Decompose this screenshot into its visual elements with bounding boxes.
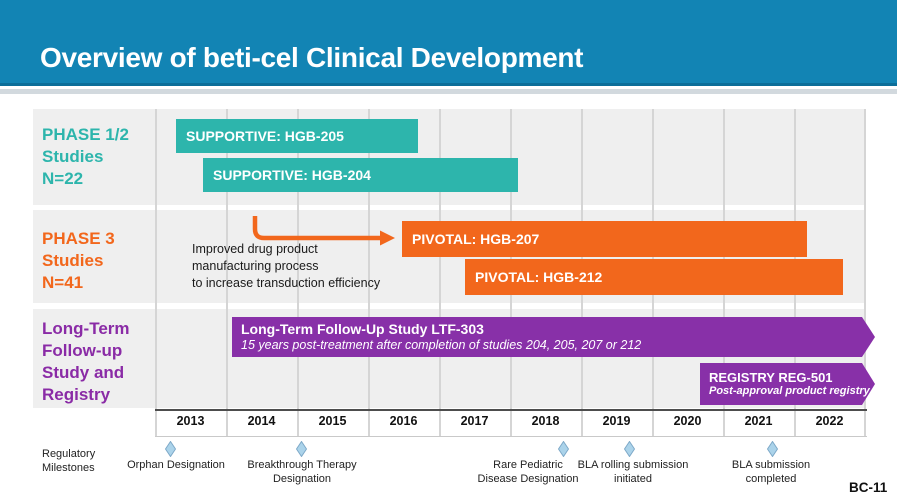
milestone-label-line: completed bbox=[745, 472, 797, 485]
year-tick: 2017 bbox=[460, 414, 489, 428]
annotation-line: to increase transduction efficiency bbox=[192, 276, 381, 290]
phase12-label-line: N=22 bbox=[42, 169, 84, 188]
milestone-diamond-icon bbox=[624, 441, 635, 457]
gantt-bar-label: SUPPORTIVE: HGB-205 bbox=[186, 128, 344, 144]
longterm-label-line: Follow-up bbox=[42, 341, 123, 360]
year-tick: 2014 bbox=[247, 414, 276, 428]
gantt-bar-label: PIVOTAL: HGB-212 bbox=[475, 269, 603, 285]
gridline bbox=[155, 109, 157, 436]
phase3-label-line: N=41 bbox=[42, 273, 84, 292]
phase3-label: PHASE 3 Studies N=41 bbox=[42, 228, 115, 294]
phase3-label-line: PHASE 3 bbox=[42, 229, 115, 248]
milestone-diamond-icon bbox=[767, 441, 778, 457]
longterm-label-line: Registry bbox=[42, 385, 111, 404]
annotation-line: manufacturing process bbox=[192, 259, 319, 273]
milestone-label-breakthrough: Breakthrough Therapy Designation bbox=[247, 459, 356, 486]
phase12-label-line: PHASE 1/2 bbox=[42, 125, 129, 144]
regulatory-milestones-label-line: Milestones bbox=[42, 462, 95, 474]
milestone-label-line: initiated bbox=[614, 472, 652, 485]
milestone-label-orphan: Orphan Designation bbox=[127, 459, 225, 473]
milestone-label-line: Disease Designation bbox=[477, 472, 579, 485]
gantt-bar-hgb204: SUPPORTIVE: HGB-204 bbox=[203, 158, 518, 192]
gantt-bar-label: Long-Term Follow-Up Study LTF-303 bbox=[241, 321, 484, 337]
gridline bbox=[226, 109, 228, 436]
gantt-bar-hgb207: PIVOTAL: HGB-207 bbox=[402, 221, 807, 257]
gantt-bar-label: REGISTRY REG-501 bbox=[709, 370, 833, 385]
year-tick: 2018 bbox=[531, 414, 560, 428]
gridline bbox=[368, 109, 370, 436]
gridline bbox=[439, 109, 441, 436]
year-tick: 2022 bbox=[815, 414, 844, 428]
gridline bbox=[864, 109, 866, 436]
gantt-bar-reg501: REGISTRY REG-501 Post-approval product r… bbox=[700, 363, 875, 405]
milestone-label-line: Rare Pediatric bbox=[493, 459, 563, 471]
year-tick: 2015 bbox=[318, 414, 347, 428]
milestone-label-rare-pediatric: Rare Pediatric Disease Designation bbox=[478, 459, 579, 486]
gridline bbox=[297, 109, 299, 436]
milestone-diamond-icon bbox=[296, 441, 307, 457]
page-title: Overview of beti-cel Clinical Developmen… bbox=[40, 42, 584, 73]
slide-header: Overview of beti-cel Clinical Developmen… bbox=[0, 0, 897, 86]
milestone-diamond-icon bbox=[165, 441, 176, 457]
longterm-label-line: Long-Term bbox=[42, 319, 130, 338]
header-separator bbox=[0, 89, 897, 94]
gantt-bar-label: PIVOTAL: HGB-207 bbox=[412, 231, 540, 247]
year-tick: 2013 bbox=[176, 414, 205, 428]
gantt-bar-sublabel: Post-approval product registry bbox=[709, 385, 870, 397]
milestone-label-line: BLA submission bbox=[731, 459, 811, 471]
milestone-label-line: Orphan Designation bbox=[127, 459, 225, 471]
year-tick: 2021 bbox=[744, 414, 773, 428]
gantt-bar-label: SUPPORTIVE: HGB-204 bbox=[213, 167, 371, 183]
phase12-label-line: Studies bbox=[42, 147, 104, 166]
gantt-bar-hgb205: SUPPORTIVE: HGB-205 bbox=[176, 119, 418, 153]
longterm-label: Long-Term Follow-up Study and Registry bbox=[42, 318, 130, 406]
milestone-label-bla-completed: BLA submission completed bbox=[732, 459, 810, 486]
milestone-label-line: BLA rolling submission bbox=[577, 459, 689, 471]
annotation-line: Improved drug product bbox=[192, 242, 318, 256]
longterm-label-line: Study and bbox=[42, 363, 125, 382]
timeline-axis-bottom-border bbox=[155, 436, 867, 437]
slide-number: BC-11 bbox=[849, 480, 888, 495]
milestone-label-bla-rolling: BLA rolling submission initiated bbox=[578, 459, 689, 486]
phase3-label-line: Studies bbox=[42, 251, 104, 270]
year-tick: 2020 bbox=[673, 414, 702, 428]
phase12-label: PHASE 1/2 Studies N=22 bbox=[42, 124, 129, 190]
milestone-label-line: Breakthrough Therapy bbox=[247, 459, 357, 471]
regulatory-milestones-label: Regulatory Milestones bbox=[42, 447, 95, 475]
gantt-bar-ltf303: Long-Term Follow-Up Study LTF-303 15 yea… bbox=[232, 317, 875, 357]
gantt-bar-hgb212: PIVOTAL: HGB-212 bbox=[465, 259, 843, 295]
milestone-label-line: Designation bbox=[272, 472, 332, 485]
manufacturing-annotation: Improved drug product manufacturing proc… bbox=[192, 241, 380, 292]
year-tick: 2016 bbox=[389, 414, 418, 428]
milestone-diamond-icon bbox=[558, 441, 569, 457]
gantt-bar-sublabel: 15 years post-treatment after completion… bbox=[241, 338, 642, 352]
regulatory-milestones-label-line: Regulatory bbox=[42, 448, 96, 460]
year-tick: 2019 bbox=[602, 414, 631, 428]
curved-arrow-icon bbox=[252, 216, 395, 246]
timeline-axis bbox=[155, 409, 867, 411]
